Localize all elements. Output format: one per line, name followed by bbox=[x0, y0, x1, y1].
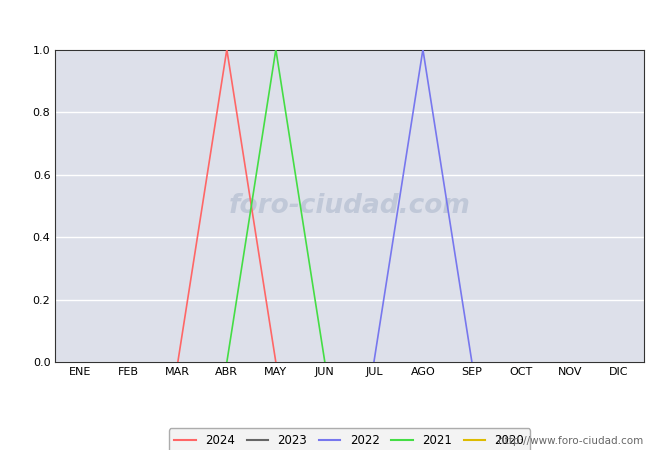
Text: Matriculaciones de Vehiculos en Barbadillo del Pez: Matriculaciones de Vehiculos en Barbadil… bbox=[104, 14, 546, 33]
Text: foro-ciudad.com: foro-ciudad.com bbox=[228, 193, 471, 219]
Legend: 2024, 2023, 2022, 2021, 2020: 2024, 2023, 2022, 2021, 2020 bbox=[168, 428, 530, 450]
Text: http://www.foro-ciudad.com: http://www.foro-ciudad.com bbox=[499, 436, 644, 446]
